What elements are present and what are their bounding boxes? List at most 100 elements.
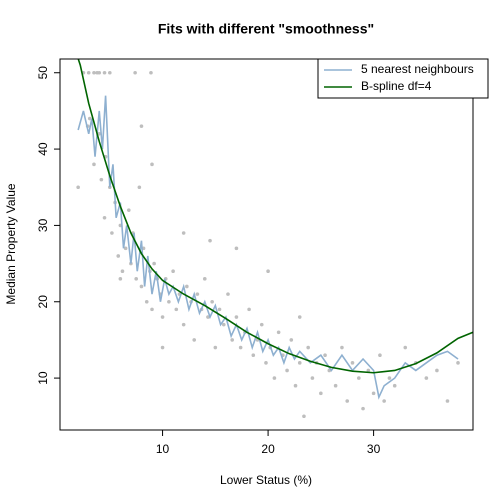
point <box>192 338 197 342</box>
point <box>323 353 327 357</box>
point <box>238 345 243 350</box>
point <box>110 231 114 235</box>
plot-area <box>76 59 473 419</box>
fit-line <box>77 95 459 400</box>
point <box>108 70 112 75</box>
point <box>160 345 165 350</box>
point <box>195 292 200 296</box>
point <box>116 254 121 258</box>
point <box>99 177 104 182</box>
point <box>208 238 212 243</box>
point <box>285 368 289 373</box>
point <box>289 338 294 342</box>
fit-line <box>77 59 473 374</box>
point <box>302 414 306 419</box>
point <box>226 292 230 296</box>
point <box>264 361 268 365</box>
point <box>378 353 382 357</box>
point <box>92 162 96 167</box>
point <box>247 307 251 312</box>
point <box>174 307 179 312</box>
point <box>435 368 439 373</box>
legend-label: B-spline df=4 <box>361 79 432 93</box>
point <box>120 269 125 274</box>
point <box>319 391 323 396</box>
point <box>217 307 222 312</box>
plot-frame <box>59 58 474 431</box>
point <box>306 345 310 350</box>
point <box>297 361 302 365</box>
point <box>366 368 371 373</box>
legend-box <box>317 58 489 99</box>
point <box>259 322 264 327</box>
point <box>221 322 226 327</box>
point <box>150 307 154 312</box>
x-tick-label: 20 <box>261 442 275 456</box>
point <box>350 361 355 365</box>
point <box>137 185 142 190</box>
point <box>139 124 144 128</box>
point <box>152 261 156 266</box>
point <box>144 299 149 304</box>
point <box>392 383 397 388</box>
point <box>133 70 137 75</box>
y-axis-label: Median Property Value <box>4 183 18 305</box>
point <box>149 70 153 75</box>
point <box>86 70 91 75</box>
point <box>293 383 298 388</box>
point <box>126 208 131 212</box>
x-axis-label: Lower Status (%) <box>220 473 312 487</box>
point <box>456 361 460 365</box>
point <box>87 116 92 121</box>
point <box>97 132 102 136</box>
point <box>160 315 165 319</box>
x-tick-label: 30 <box>367 442 381 456</box>
point <box>272 376 277 380</box>
y-tick-label: 20 <box>36 295 50 309</box>
y-tick-label: 30 <box>36 218 50 232</box>
point <box>95 70 99 75</box>
chart-title: Fits with different "smoothness" <box>158 21 374 37</box>
point <box>387 376 392 380</box>
point <box>340 345 344 350</box>
point <box>382 399 386 403</box>
point <box>206 315 210 319</box>
y-tick-label: 40 <box>36 142 50 156</box>
point <box>445 399 450 403</box>
x-tick-label: 10 <box>156 442 170 456</box>
point <box>403 345 408 350</box>
point <box>333 383 338 388</box>
point <box>102 70 107 75</box>
point <box>276 330 281 335</box>
point <box>213 345 218 350</box>
point <box>234 315 239 319</box>
point <box>371 391 376 396</box>
y-tick-label: 10 <box>36 371 50 385</box>
point <box>181 231 186 235</box>
point <box>210 299 214 304</box>
point <box>202 277 207 281</box>
point <box>167 299 171 304</box>
point <box>424 376 429 380</box>
point <box>251 353 256 357</box>
point <box>171 269 175 274</box>
point <box>357 376 361 380</box>
point <box>102 215 107 220</box>
point <box>134 277 138 281</box>
point <box>118 277 123 281</box>
point <box>234 246 239 251</box>
point <box>76 185 80 190</box>
point <box>139 284 144 289</box>
legend-label: 5 nearest neighbours <box>361 62 474 76</box>
point <box>92 70 96 75</box>
point <box>181 322 186 327</box>
point <box>310 376 315 380</box>
point <box>185 284 189 289</box>
point <box>123 246 128 251</box>
point <box>266 269 270 274</box>
point <box>361 406 365 411</box>
point <box>230 338 235 342</box>
y-tick-label: 50 <box>36 66 50 80</box>
point <box>297 315 302 319</box>
